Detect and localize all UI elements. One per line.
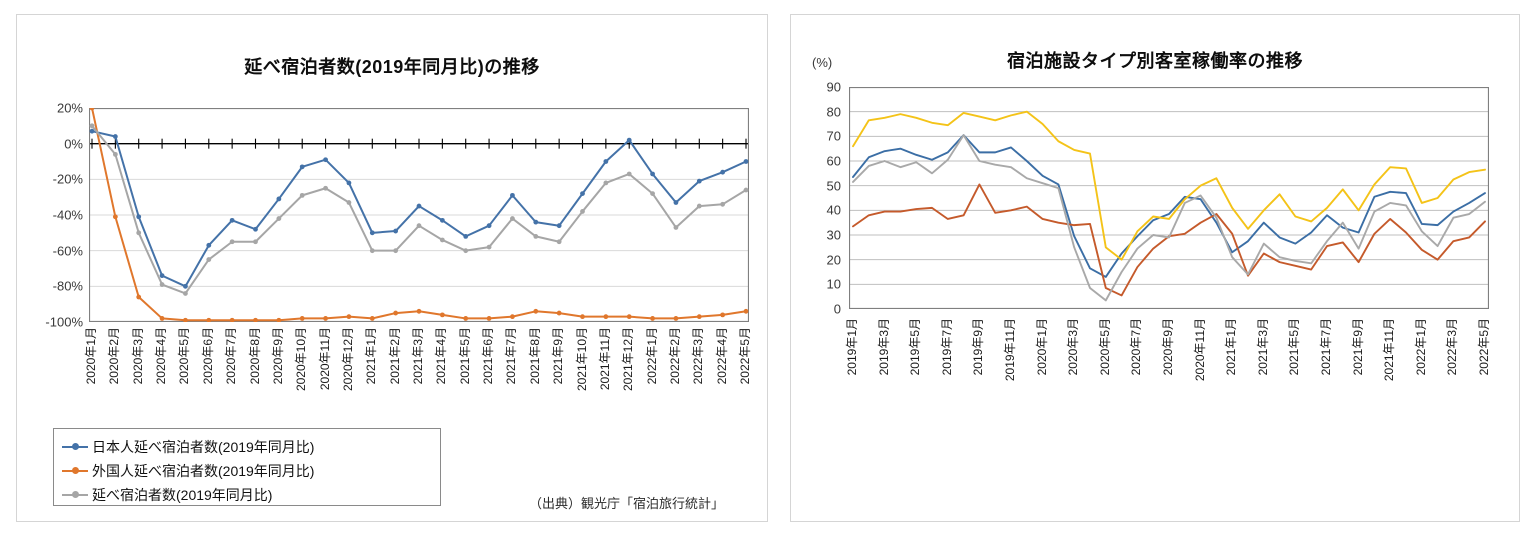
legend-item[interactable]: 外国人延べ宿泊者数(2019年同月比) [62,459,432,483]
x-axis-tick-label: 2020年7月 [1129,318,1144,376]
x-axis-tick-label: 2020年1月 [84,327,98,385]
y-axis-tick-label: 90 [826,79,841,95]
x-axis-tick-label: 2019年5月 [908,318,923,376]
y-axis-tick-label: 50 [826,178,841,194]
source-note-left: （出典）観光庁「宿泊旅行統計」 [529,496,725,511]
x-axis-tick-label: 2019年3月 [876,318,891,376]
x-axis-tick-label: 2022年5月 [1477,318,1491,376]
x-axis-tick-label: 2020年11月 [1192,318,1207,382]
chart-panel-overnight-stays: 延べ宿泊者数(2019年同月比)の推移 20% 0% -20% -40% -60% -80… [16,14,768,522]
x-axis-tick-label: 2021年5月 [457,327,472,385]
x-axis-tick-label: 2021年2月 [387,327,402,385]
x-axis-tick-label: 2021年9月 [1350,318,1365,376]
x-axis-tick-label: 2021年10月 [574,327,589,392]
x-axis-tick-label: 2021年6月 [481,327,496,385]
x-axis-tick-label: 2021年11月 [597,327,612,391]
y-axis-tick-label: 60 [826,153,841,169]
x-axis-tick-label: 2019年7月 [939,318,954,376]
x-axis-tick-label: 2021年8月 [527,327,542,385]
x-axis-tick-label: 2021年4月 [434,327,449,385]
y-axis-tick-label: -80% [52,278,83,294]
y-axis-tick-label: 20% [56,100,83,116]
x-axis-tick-label: 2021年3月 [1255,318,1270,376]
legend-marker-icon [62,489,88,501]
legend-item-label: 外国人延べ宿泊者数(2019年同月比) [92,463,315,479]
legend-marker-icon [62,441,88,453]
y-axis-tick-label: 70 [826,128,841,144]
y-axis-tick-label: 30 [826,227,841,243]
line-chart-overnight-stays [89,108,749,322]
x-axis-tick-label: 2021年5月 [1287,318,1302,376]
x-axis-tick-label: 2019年11月 [1003,318,1017,382]
x-axis-tick-label: 2020年6月 [200,327,215,385]
x-axis-tick-label: 2020年3月 [1066,318,1081,376]
y-axis-tick-label: -60% [52,243,83,259]
line-chart-occupancy-rate [849,87,1489,309]
y-axis-tick-label: 0% [64,136,83,152]
legend-marker-icon [62,465,88,477]
legend-item-label: 日本人延べ宿泊者数(2019年同月比) [92,439,315,455]
x-axis-tick-label: 2022年2月 [667,327,682,385]
y-axis-tick-label: 10 [826,276,841,292]
y-axis-tick-label: -100% [45,314,83,330]
x-axis-tick-label: 2022年3月 [691,327,706,385]
plot-area-overnight-stays [89,108,749,322]
x-axis-tick-label: 2020年4月 [154,327,169,385]
chart-panel-occupancy-rate: 宿泊施設タイプ別客室稼働率の推移 (%) 90 80 70 60 50 40 30 20 10 0… [790,14,1520,522]
x-axis-tick-label: 2021年1月 [1224,318,1239,376]
plot-area-occupancy-rate [849,87,1489,309]
y-axis-tick-label: -40% [52,207,83,223]
x-axis-tick-label: 2020年9月 [270,327,285,385]
x-axis-tick-label: 2022年1月 [644,327,659,385]
x-axis-tick-label: 2020年5月 [177,327,192,385]
legend-item[interactable]: 日本人延べ宿泊者数(2019年同月比) [62,435,432,459]
x-axis-tick-label: 2020年11月 [317,327,332,391]
x-axis-tick-label: 2022年4月 [714,327,729,385]
x-axis-tick-label: 2019年1月 [845,318,859,376]
x-axis-tick-label: 2021年7月 [1319,318,1333,376]
x-axis-tick-label: 2020年8月 [247,327,262,385]
x-axis-tick-label: 2020年12月 [340,327,355,392]
x-axis-tick-label: 2020年7月 [224,327,239,385]
x-axis-tick-label: 2021年9月 [551,327,566,385]
x-axis-tick-label: 2022年3月 [1445,318,1460,376]
x-axis-tick-label: 2019年9月 [971,318,986,376]
legend-item-label: 延べ宿泊者数(2019年同月比) [92,487,273,503]
x-axis-tick-label: 2020年9月 [1161,318,1175,376]
x-axis-tick-label: 2020年3月 [130,327,145,385]
page-title-right: 宿泊施設タイプ別客室稼働率の推移 [1007,51,1303,71]
y-axis-tick-label: -20% [52,171,83,187]
x-axis-tick-label: 2021年3月 [411,327,425,385]
y-axis-tick-label: 40 [826,202,841,218]
y-axis-unit-label: (%) [812,55,833,70]
x-axis-tick-label: 2021年1月 [364,327,379,385]
x-axis-tick-label: 2020年1月 [1034,318,1049,376]
x-axis-tick-label: 2022年5月 [738,327,752,385]
y-axis-tick-label: 20 [826,252,841,268]
chart-legend-left[interactable]: 日本人延べ宿泊者数(2019年同月比) 外国人延べ宿泊者数(2019年同月比) 延べ… [53,428,441,506]
x-axis-tick-label: 2021年11月 [1382,318,1397,382]
x-axis-tick-label: 2020年5月 [1097,318,1112,376]
legend-item[interactable]: 延べ宿泊者数(2019年同月比) [62,483,432,507]
page-title-left: 延べ宿泊者数(2019年同月比)の推移 [244,57,540,77]
y-axis-tick-label: 0 [833,301,841,317]
x-axis-tick-label: 2020年2月 [107,327,122,385]
x-axis-tick-label: 2022年1月 [1413,318,1428,376]
x-axis-tick-label: 2021年12月 [621,327,636,392]
x-axis-tick-label: 2021年7月 [504,327,519,385]
x-axis-tick-label: 2020年10月 [294,327,309,392]
y-axis-tick-label: 80 [826,104,841,120]
